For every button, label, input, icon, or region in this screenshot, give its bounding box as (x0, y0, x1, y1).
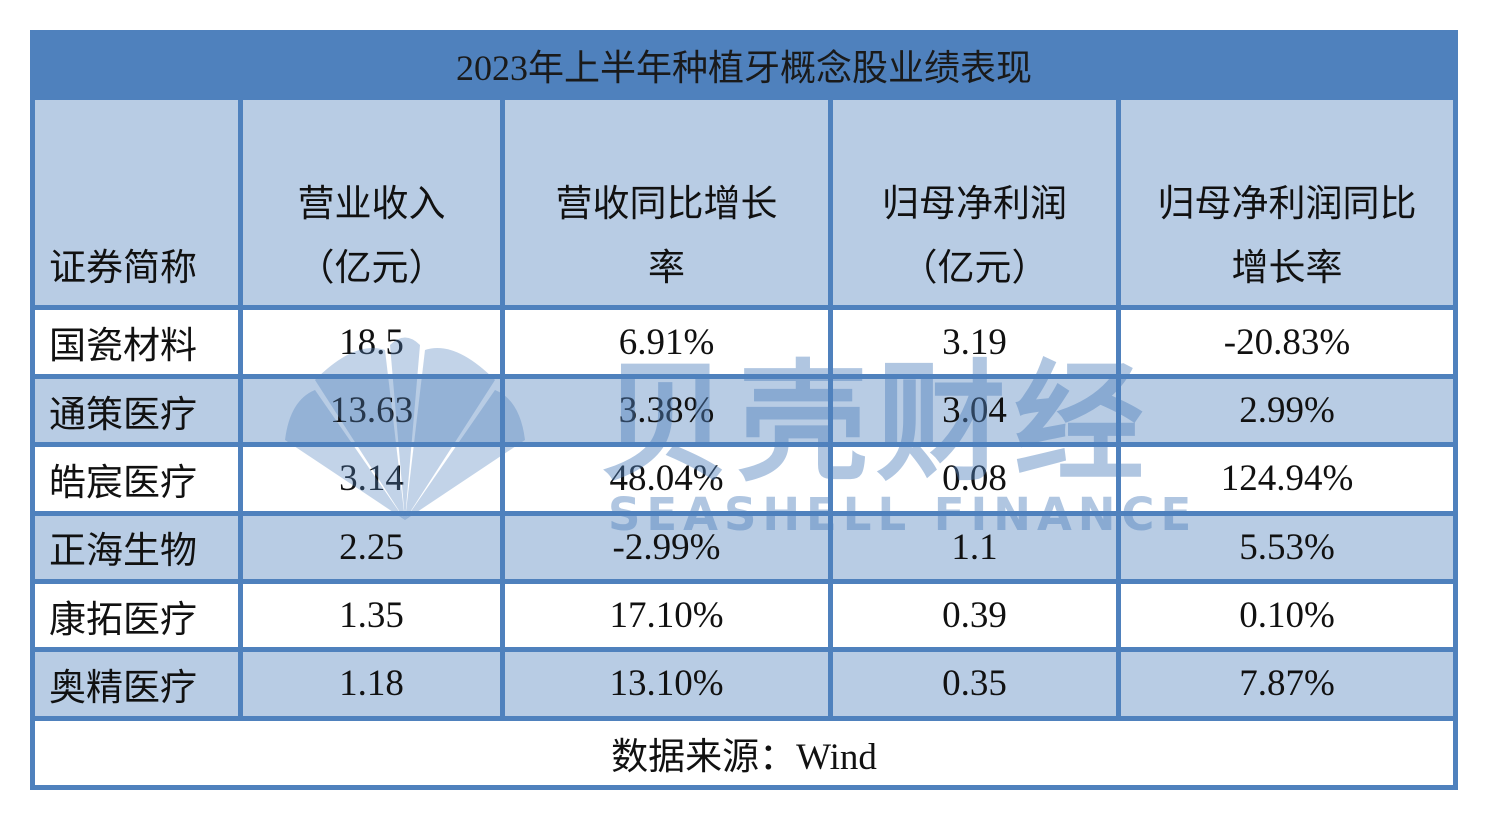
table-title: 2023年上半年种植牙概念股业绩表现 (35, 35, 1453, 96)
data-cell: 0.35 (833, 652, 1116, 716)
data-cell: 正海生物 (35, 515, 238, 579)
data-row: 康拓医疗 1.35 17.10% 0.39 0.10% (35, 583, 1453, 648)
data-cell: 3.04 (833, 378, 1116, 443)
data-cell: 3.19 (833, 310, 1116, 374)
data-cell: 2.25 (243, 515, 500, 579)
data-cell: 2.99% (1121, 378, 1453, 443)
header-cell: 归母净利润 （亿元） (833, 100, 1116, 306)
header-line: 率 (648, 248, 685, 290)
data-cell: 通策医疗 (35, 378, 238, 443)
data-cell: -2.99% (505, 515, 828, 579)
data-cell: 13.10% (505, 652, 828, 716)
header-line: 证券简称 (49, 248, 197, 290)
data-cell: 13.63 (243, 378, 500, 443)
data-cell: 1.18 (243, 652, 500, 716)
data-cell: 7.87% (1121, 652, 1453, 716)
header-cell: 营收同比增长率 (505, 100, 828, 306)
data-row: 奥精医疗 1.18 13.10% 0.35 7.87% (35, 652, 1453, 716)
data-row: 通策医疗13.633.38%3.042.99% (35, 378, 1453, 443)
header-cell: 归母净利润同比 增长率 (1121, 100, 1453, 306)
data-cell: 0.39 (833, 583, 1116, 648)
footer-row: 数据来源：Wind (35, 720, 1453, 785)
data-cell: 3.14 (243, 447, 500, 511)
data-cell: 3.38% (505, 378, 828, 443)
data-cell: 0.10% (1121, 583, 1453, 648)
data-cell: 5.53% (1121, 515, 1453, 579)
data-cell: 6.91% (505, 310, 828, 374)
data-cell: 1.1 (833, 515, 1116, 579)
shell-logo (285, 337, 525, 520)
header-row: 证券简称 营业收入 （亿元） 营收同比增长率 归母净利润 （亿元） 归母净利润同比 增长率 (35, 100, 1453, 306)
source-note: 数据来源：Wind (35, 720, 1453, 785)
data-cell: 康拓医疗 (35, 583, 238, 648)
header-cell: 证券简称 (35, 100, 238, 306)
performance-table: 2023年上半年种植牙概念股业绩表现 证券简称 营业收入 （亿元） 营收同比增长率归母… (30, 30, 1458, 790)
data-cell: 奥精医疗 (35, 652, 238, 716)
header-line: 营业收入 (297, 184, 446, 226)
data-cell: 17.10% (505, 583, 828, 648)
header-line: 营收同比增长 (555, 184, 778, 226)
data-cell: 1.35 (243, 583, 500, 648)
header-line: （亿元） (900, 248, 1049, 290)
data-cell: 国瓷材料 (35, 310, 238, 374)
data-row: 国瓷材料 18.5 6.91% 3.19 -20.83% (35, 310, 1453, 374)
data-cell: 18.5 (243, 310, 500, 374)
data-cell: -20.83% (1121, 310, 1453, 374)
data-cell: 皓宸医疗 (35, 447, 238, 511)
header-line: （亿元） (297, 248, 446, 290)
header-line: 增长率 (1231, 248, 1343, 290)
header-line: 归母净利润 (882, 184, 1067, 226)
data-cell: 124.94% (1121, 447, 1453, 511)
header-cell: 营业收入 （亿元） (243, 100, 500, 306)
header-line: 归母净利润同比 (1157, 184, 1417, 226)
data-cell: 0.08 (833, 447, 1116, 511)
data-row: 正海生物 2.25 -2.99% 1.1 5.53% (35, 515, 1453, 579)
data-cell: 48.04% (505, 447, 828, 511)
